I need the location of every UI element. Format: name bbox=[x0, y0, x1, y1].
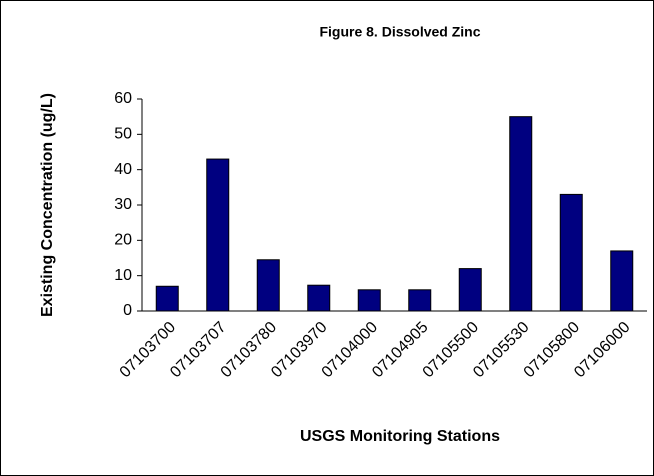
bar bbox=[559, 193, 583, 312]
bar bbox=[307, 284, 331, 312]
y-tick-label: 50 bbox=[114, 126, 132, 143]
y-tick-label: 60 bbox=[114, 90, 132, 107]
y-tick-label: 40 bbox=[114, 161, 132, 178]
bar bbox=[256, 259, 280, 312]
bar bbox=[206, 158, 230, 312]
y-tick-label: 0 bbox=[123, 302, 132, 319]
y-tick-label: 20 bbox=[114, 232, 132, 249]
y-tick-label: 30 bbox=[114, 196, 132, 213]
bar bbox=[155, 285, 179, 312]
bar bbox=[408, 289, 432, 312]
y-axis-label: Existing Concentration (ug/L) bbox=[39, 93, 56, 317]
y-tick-label: 10 bbox=[114, 267, 132, 284]
bar bbox=[458, 268, 482, 312]
bar bbox=[509, 116, 533, 312]
chart-title: Figure 8. Dissolved Zinc bbox=[319, 24, 480, 40]
bar bbox=[357, 289, 381, 312]
bar bbox=[610, 250, 634, 312]
x-axis-label: USGS Monitoring Stations bbox=[300, 428, 500, 445]
